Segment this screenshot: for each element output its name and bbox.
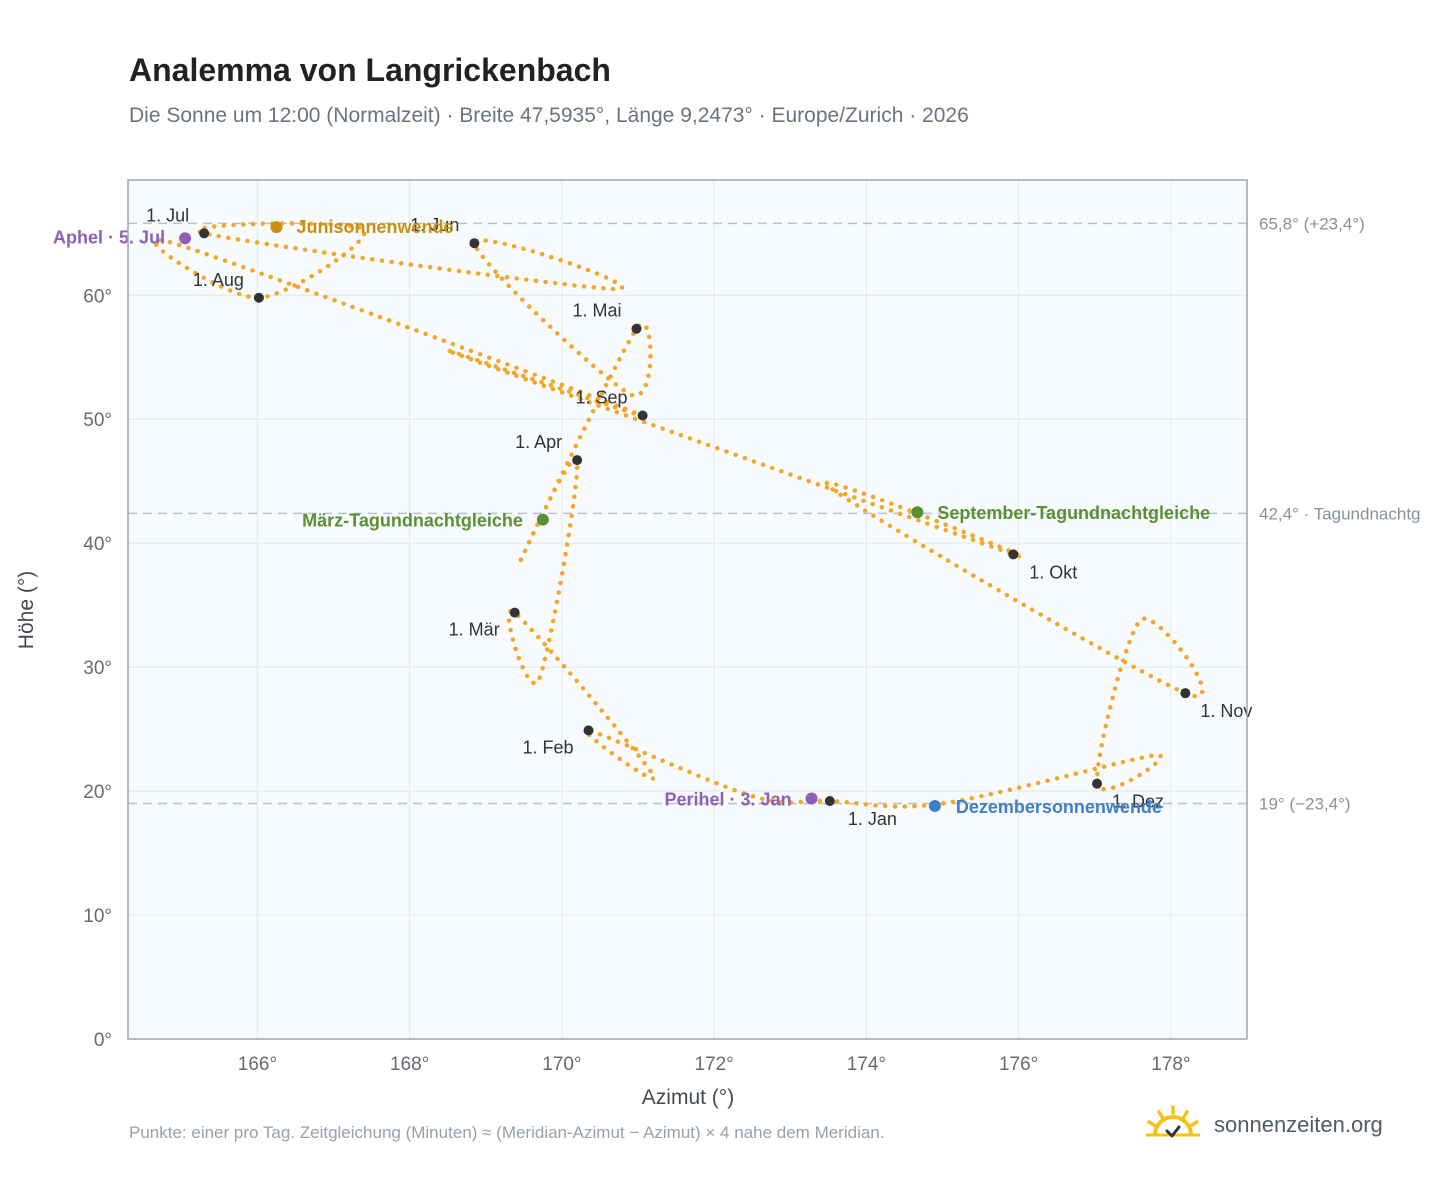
month-label: 1. Sep (576, 388, 628, 408)
daily-sun-positions (152, 221, 1205, 809)
chart-subtitle: Die Sonne um 12:00 (Normalzeit) · Breite… (129, 104, 969, 127)
month-label: 1. Dez (1112, 792, 1164, 812)
month-marker (253, 292, 264, 303)
y-tick-label: 50° (83, 410, 112, 431)
month-label: 1. Nov (1200, 701, 1252, 721)
month-label: 1. Feb (523, 737, 574, 757)
month-marker (509, 607, 520, 618)
month-marker (631, 323, 642, 334)
brand[interactable]: sonnenzeiten.org (1146, 1100, 1383, 1150)
x-axis-title: Azimut (°) (642, 1086, 734, 1109)
event-markers: Aphel · 5. Jul Junisonnenwende März-Tagund… (53, 217, 1210, 817)
y-tick-label: 0° (94, 1030, 112, 1051)
month-label: 1. Aug (193, 270, 244, 290)
month-marker (469, 238, 480, 249)
month-marker (199, 228, 210, 239)
month-label: 1. Mär (449, 620, 500, 640)
month-label: 1. Okt (1029, 562, 1077, 582)
month-markers: 1. Jan 1. Feb 1. Mär 1. Apr 1. Mai 1. Jun 1. J… (146, 205, 1252, 829)
plot-frame (127, 179, 1248, 1040)
event-marker (911, 506, 924, 519)
event-marker (536, 513, 549, 526)
plot-background (128, 180, 1247, 1039)
month-marker (1092, 778, 1103, 789)
x-tick-label: 168° (390, 1054, 429, 1075)
x-tick-label: 178° (1151, 1054, 1190, 1075)
y-tick-label: 20° (83, 782, 112, 803)
x-tick-label: 176° (999, 1054, 1038, 1075)
y-tick-label: 60° (83, 286, 112, 307)
event-label: März-Tagundnachtgleiche (302, 511, 523, 531)
month-marker (824, 796, 835, 807)
event-label: Junisonnenwende (296, 217, 453, 237)
event-label: Dezembersonnenwende (956, 797, 1162, 817)
event-label: September-Tagundnachtgleiche (937, 503, 1210, 523)
month-label: 1. Apr (515, 432, 562, 452)
x-tick-label: 166° (238, 1054, 277, 1075)
event-marker (805, 792, 818, 805)
reference-line-label: 19° (−23,4°) (1259, 794, 1351, 813)
brand-name: sonnenzeiten.org (1214, 1112, 1383, 1137)
y-tick-label: 40° (83, 534, 112, 555)
month-marker (637, 410, 648, 421)
y-tick-label: 10° (83, 906, 112, 927)
event-label: Perihel · 3. Jan (665, 790, 792, 810)
event-marker (928, 799, 941, 812)
reference-line-label: 65,8° (+23,4°) (1259, 214, 1365, 233)
month-marker (1008, 549, 1019, 560)
x-tick-label: 174° (847, 1054, 886, 1075)
event-label: Aphel · 5. Jul (53, 227, 165, 247)
reference-line-label: 42,4° · Tagundnachtg (1259, 504, 1421, 523)
analemma-curve (152, 221, 1205, 809)
x-tick-label: 170° (542, 1054, 581, 1075)
sun-logo-icon (1146, 1105, 1200, 1138)
reference-lines: 65,8° (+23,4°) 42,4° · Tagundnachtg 19° (−… (128, 214, 1421, 813)
event-marker (270, 221, 283, 234)
month-marker (1180, 688, 1191, 699)
footnote: Punkte: einer pro Tag. Zeitgleichung (Mi… (129, 1123, 885, 1142)
month-label: 1. Jul (146, 205, 189, 225)
y-tick-label: 30° (83, 658, 112, 679)
month-marker (572, 455, 583, 466)
chart-title: Analemma von Langrickenbach (129, 52, 611, 88)
event-marker (179, 232, 192, 245)
axis-ticks: 166° 168° 170° 172° 174° 176° 178° 0° 10° 20° 30° 4… (83, 286, 1190, 1075)
month-marker (583, 725, 594, 736)
month-label: 1. Jan (848, 809, 897, 829)
x-tick-label: 172° (694, 1054, 733, 1075)
month-label: 1. Jun (410, 215, 459, 235)
y-axis-title: Höhe (°) (15, 571, 38, 649)
month-label: 1. Mai (572, 301, 621, 321)
